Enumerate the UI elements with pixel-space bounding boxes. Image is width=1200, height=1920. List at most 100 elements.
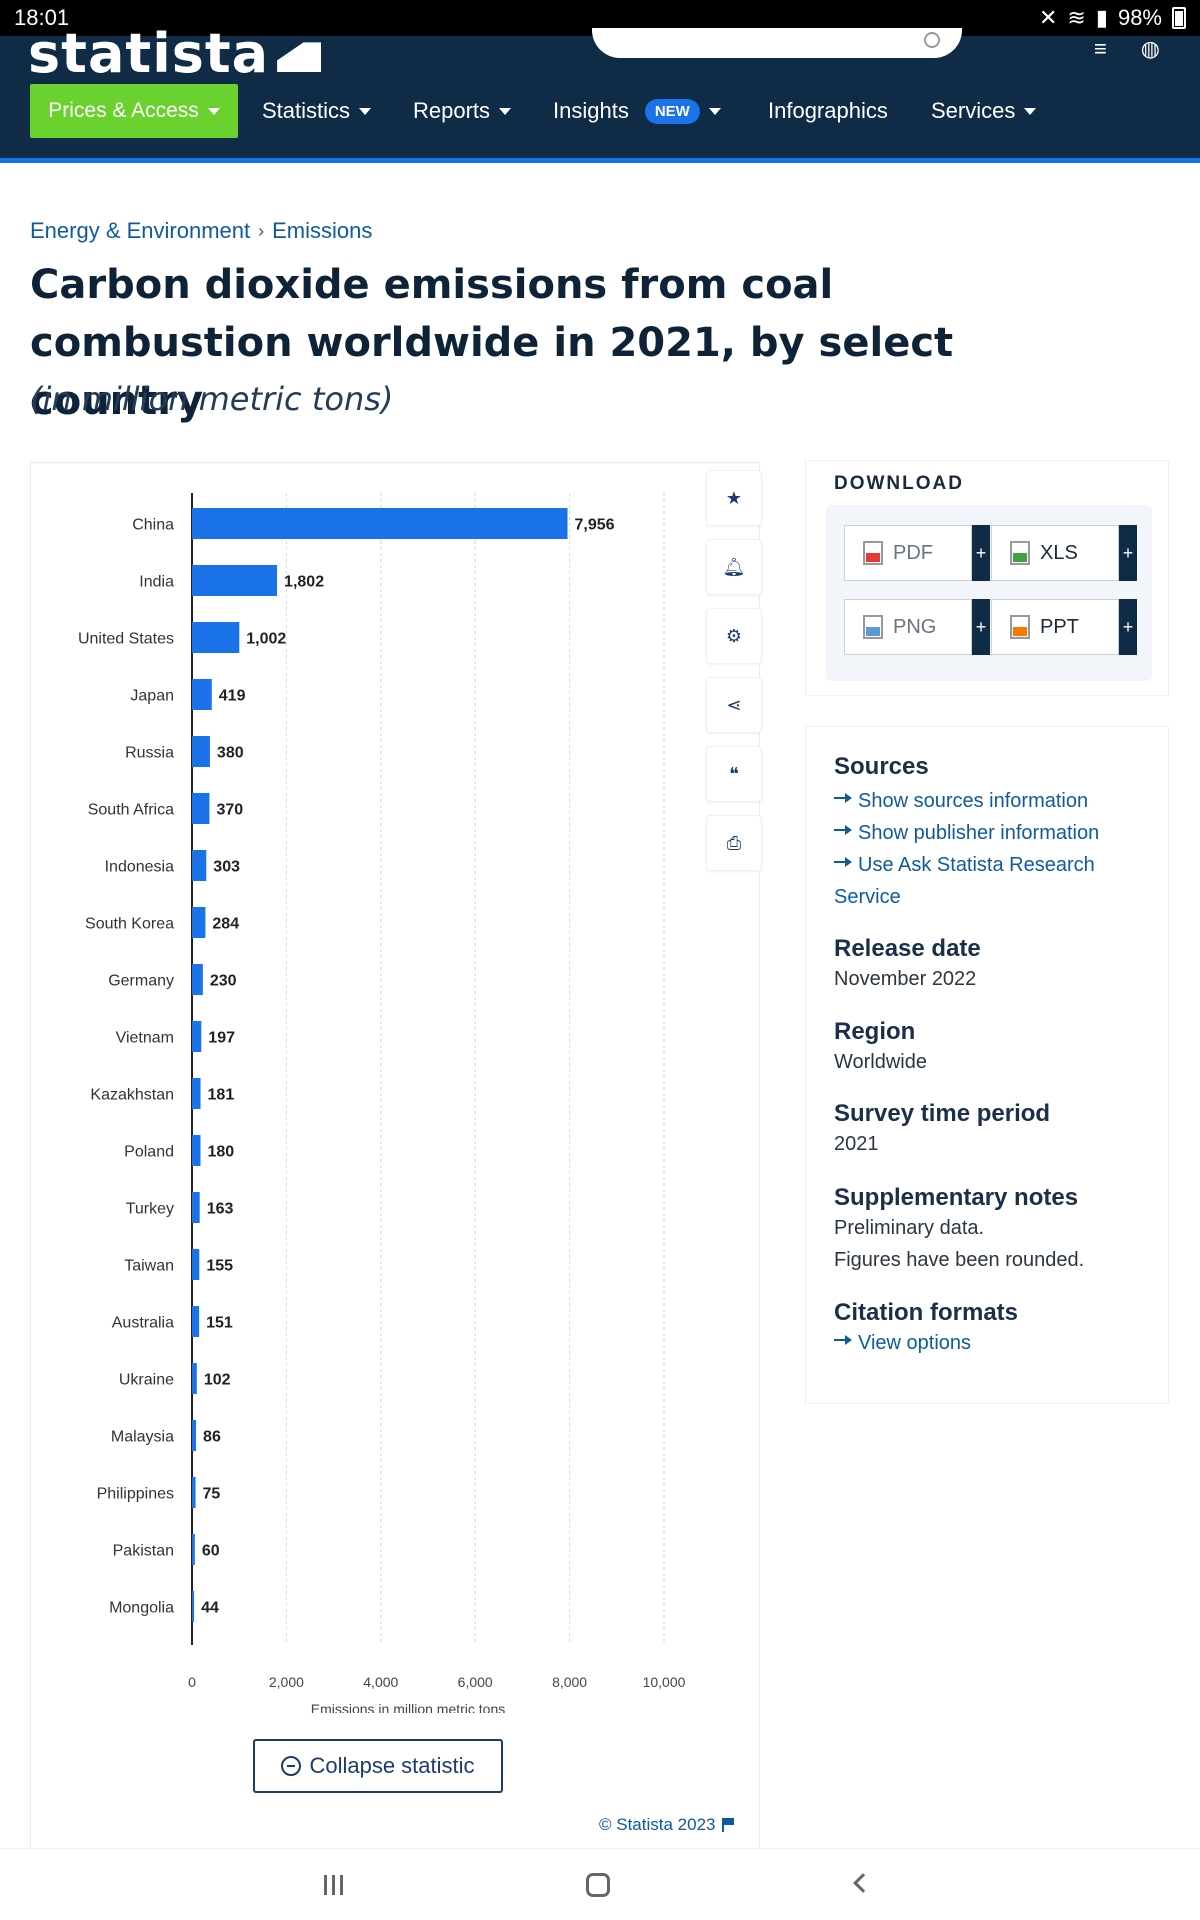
- data-label: 230: [210, 973, 237, 990]
- search-icon[interactable]: [924, 32, 940, 48]
- recent-apps-icon[interactable]: [324, 1875, 346, 1895]
- battery-icon: [1172, 7, 1186, 29]
- x-tick-label: 2,000: [269, 1674, 304, 1690]
- bar: [192, 1021, 202, 1052]
- data-label: 60: [202, 1543, 220, 1560]
- data-label: 180: [207, 1144, 234, 1161]
- data-label: 284: [212, 916, 239, 933]
- xls-plus-button[interactable]: +: [1119, 525, 1137, 581]
- nav-prices-label: Prices & Access: [48, 99, 199, 122]
- ppt-file-icon: [1010, 615, 1030, 639]
- notification-button[interactable]: 🔔︎: [706, 539, 762, 595]
- pdf-plus-button[interactable]: +: [972, 525, 990, 581]
- survey-section: Survey time period 2021: [834, 1100, 1154, 1160]
- page-title: Carbon dioxide emissions from coal combu…: [30, 262, 954, 424]
- x-tick-label: 6,000: [458, 1674, 493, 1690]
- show-publisher-link[interactable]: Show publisher information: [834, 817, 1154, 849]
- bar: [192, 1249, 200, 1280]
- png-file-icon: [863, 615, 883, 639]
- nav-services-label: Services: [931, 98, 1016, 123]
- nav-insights-label: Insights: [553, 98, 629, 123]
- bar: [192, 1363, 197, 1394]
- print-button[interactable]: ⎙: [706, 815, 762, 871]
- download-png-button[interactable]: PNG +: [844, 599, 990, 655]
- ppt-plus-button[interactable]: +: [1119, 599, 1137, 655]
- nav-prices-access[interactable]: Prices & Access: [30, 84, 238, 138]
- category-label: Japan: [130, 688, 174, 705]
- system-nav-bar: [0, 1848, 1200, 1920]
- breadcrumb-energy[interactable]: Energy & Environment: [30, 218, 251, 243]
- wifi-icon: ≋: [1067, 5, 1086, 30]
- nav-infographics[interactable]: Infographics: [768, 84, 888, 138]
- minus-circle-icon: [281, 1756, 302, 1776]
- category-label: Philippines: [97, 1486, 174, 1503]
- share-button[interactable]: ⋖: [706, 677, 762, 733]
- favorite-button[interactable]: ★: [706, 470, 762, 526]
- header-icons: ≡ ◍: [1094, 36, 1160, 62]
- x-axis-label: Emissions in million metric tons: [311, 1701, 506, 1713]
- chevron-down-icon: [499, 107, 512, 115]
- view-options-link[interactable]: View options: [834, 1327, 1154, 1359]
- data-label: 181: [208, 1087, 235, 1104]
- bar: [192, 793, 210, 824]
- download-xls-button[interactable]: XLS +: [991, 525, 1137, 581]
- menu-icon[interactable]: ≡: [1093, 36, 1107, 61]
- download-ppt-button[interactable]: PPT +: [991, 599, 1137, 655]
- pdf-file-icon: [863, 541, 883, 565]
- download-pdf-button[interactable]: PDF +: [844, 525, 990, 581]
- logo-mark-icon: [277, 42, 322, 73]
- research-service-link[interactable]: Use Ask Statista Research Service: [834, 849, 1154, 913]
- battery-percentage: 98%: [1117, 5, 1162, 30]
- data-label: 151: [206, 1315, 233, 1332]
- view-options-label: View options: [858, 1332, 972, 1354]
- category-label: Indonesia: [105, 859, 174, 876]
- category-label: Malaysia: [111, 1429, 174, 1446]
- nav-insights[interactable]: Insights NEW: [553, 84, 721, 138]
- bar: [192, 964, 203, 995]
- survey-heading: Survey time period: [834, 1100, 1051, 1127]
- ppt-label: PPT: [1040, 615, 1079, 638]
- collapse-statistic-button[interactable]: Collapse statistic: [253, 1739, 503, 1793]
- bar: [192, 1135, 201, 1166]
- show-sources-link[interactable]: Show sources information: [834, 785, 1154, 817]
- nav-services[interactable]: Services: [931, 84, 1037, 138]
- release-heading: Release date: [834, 935, 981, 962]
- nav-statistics[interactable]: Statistics: [262, 84, 372, 138]
- home-icon[interactable]: [586, 1873, 610, 1897]
- bar: [192, 622, 240, 653]
- statista-logo[interactable]: statista: [28, 22, 322, 85]
- bar: [192, 565, 278, 596]
- bar: [192, 1192, 200, 1223]
- category-label: China: [132, 517, 174, 534]
- data-label: 380: [217, 745, 244, 762]
- copyright[interactable]: © Statista 2023: [599, 1815, 734, 1835]
- show-publisher-label: Show publisher information: [858, 822, 1100, 844]
- citation-heading: Citation formats: [834, 1299, 1019, 1326]
- png-plus-button[interactable]: +: [972, 599, 990, 655]
- breadcrumb-emissions[interactable]: Emissions: [272, 218, 373, 243]
- category-label: Russia: [125, 745, 174, 762]
- data-label: 303: [213, 859, 240, 876]
- cite-button[interactable]: ❝: [706, 746, 762, 802]
- sources-heading: Sources: [834, 753, 929, 780]
- x-tick-label: 10,000: [643, 1674, 686, 1690]
- bar: [192, 679, 212, 710]
- bar: [192, 1420, 197, 1451]
- data-label: 370: [216, 802, 243, 819]
- category-label: Germany: [108, 973, 174, 990]
- category-label: Ukraine: [119, 1372, 174, 1389]
- settings-button[interactable]: ⚙: [706, 608, 762, 664]
- globe-icon[interactable]: ◍: [1140, 36, 1160, 61]
- chart-tools: ★ 🔔︎ ⚙ ⋖ ❝ ⎙: [706, 470, 764, 884]
- bar: [192, 1534, 195, 1565]
- chevron-down-icon: [1024, 107, 1037, 115]
- bar: [192, 508, 568, 539]
- breadcrumb-separator: ›: [258, 220, 265, 241]
- notes-line-1: Preliminary data.: [834, 1217, 985, 1239]
- nav-reports[interactable]: Reports: [413, 84, 512, 138]
- search-input[interactable]: [592, 28, 962, 58]
- bar: [192, 907, 206, 938]
- bar: [192, 850, 207, 881]
- back-icon[interactable]: [853, 1873, 873, 1893]
